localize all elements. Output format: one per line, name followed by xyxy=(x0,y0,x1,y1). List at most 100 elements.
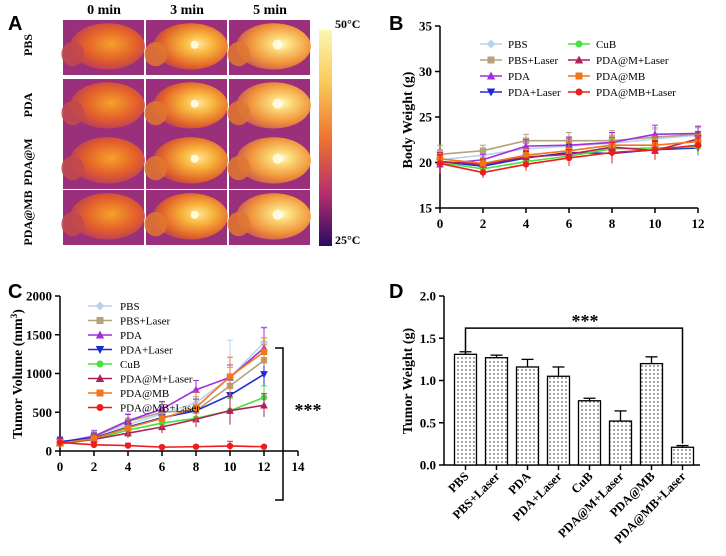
legend-label: CuB xyxy=(596,39,616,51)
series-pda-mb xyxy=(56,337,268,448)
legend-label: PDA xyxy=(508,71,530,83)
legend-entry-pbs: PBS xyxy=(88,301,140,313)
panel-a-label: A xyxy=(8,13,22,35)
legend-label: PDA xyxy=(120,330,142,342)
legend-entry-pda-plus-laser: PDA+Laser xyxy=(480,87,561,99)
mouse-body xyxy=(153,82,228,129)
mouse-head xyxy=(61,42,85,67)
legend-label: PDA@MB xyxy=(120,388,169,400)
colorbar-min-label: 25°C xyxy=(335,233,360,247)
mouse-head xyxy=(61,101,85,126)
x-tick-label: 6 xyxy=(566,216,573,231)
legend-marker xyxy=(487,56,495,64)
significance-bracket-c xyxy=(275,347,284,501)
time-label-3min: 3 min xyxy=(170,3,204,18)
x-tick-label: 0 xyxy=(437,216,444,231)
data-point xyxy=(479,160,487,167)
data-point xyxy=(479,147,487,154)
legend-marker xyxy=(96,317,104,324)
legend-label: PDA@MB+Laser xyxy=(120,403,200,415)
bar xyxy=(639,362,664,466)
data-point xyxy=(522,161,530,168)
y-tick-label: 0.5 xyxy=(420,415,437,430)
x-tick-label: 6 xyxy=(159,459,166,474)
legend-marker xyxy=(486,88,496,97)
legend-label: PDA@M+Laser xyxy=(120,374,193,386)
mouse-head xyxy=(61,156,85,181)
thermal-image-1-1 xyxy=(144,79,228,134)
data-point xyxy=(124,442,132,449)
mouse-head xyxy=(227,212,251,237)
data-point xyxy=(260,371,268,379)
data-point xyxy=(158,443,166,451)
mouse-body xyxy=(70,193,145,240)
hotspot xyxy=(272,153,283,164)
legend-entry-pbs-plus-laser: PBS+Laser xyxy=(88,316,171,328)
data-point xyxy=(226,442,234,450)
thermal-image-0-0 xyxy=(61,20,145,75)
data-point xyxy=(565,154,573,162)
thermal-image-0-1 xyxy=(144,20,228,75)
data-point xyxy=(226,406,234,414)
legend-marker xyxy=(96,360,104,368)
legend-label: PDA+Laser xyxy=(120,345,173,357)
x-tick-label: 10 xyxy=(224,459,237,474)
tumor-volume-series xyxy=(55,326,269,451)
body-weight-chart: B Body Weight (g) 15 20 25 30 35 0 2 4 6 8 10 12 PB… xyxy=(389,13,705,231)
legend-entry-pbs: PBS xyxy=(480,39,528,51)
bar xyxy=(577,400,602,466)
hotspot xyxy=(272,209,283,220)
legend-marker xyxy=(96,404,104,411)
legend-marker xyxy=(95,373,105,382)
body-weight-series xyxy=(435,124,703,178)
legend-label: PBS xyxy=(120,301,140,313)
y-tick-label: 1500 xyxy=(26,327,52,342)
data-point xyxy=(56,439,64,446)
x-tick-label: PBS xyxy=(446,469,472,495)
legend-entry-pda-mb: PDA@MB xyxy=(568,71,645,83)
y-tick-label: 1.0 xyxy=(420,373,436,388)
legend-marker xyxy=(575,88,583,96)
bar-group-cub: CuB xyxy=(569,397,602,496)
mouse-head xyxy=(227,42,251,67)
significance-stars-c: *** xyxy=(295,400,322,420)
hotspot xyxy=(272,39,283,50)
y-tick-label: 2000 xyxy=(26,289,52,304)
hotspot xyxy=(190,40,199,49)
x-tick-label: 0 xyxy=(57,459,64,474)
legend-marker xyxy=(574,55,584,64)
data-point xyxy=(694,142,702,149)
data-point xyxy=(260,443,268,450)
significance-stars-d: *** xyxy=(572,311,599,331)
legend-marker xyxy=(575,72,583,80)
y-axis-label-base: Tumor Volume (mm xyxy=(11,318,26,439)
legend-label: CuB xyxy=(120,359,140,371)
row-label-pda: PDA xyxy=(21,92,35,117)
tumor-weight-chart: D Tumor Weight (g) 0.00.51.01.52.0 PBSPB… xyxy=(389,281,700,546)
data-point xyxy=(522,152,530,159)
time-label-5min: 5 min xyxy=(253,3,287,18)
x-tick-label: CuB xyxy=(569,469,596,496)
thermal-image-3-0 xyxy=(61,190,145,245)
thermal-image-2-1 xyxy=(144,134,228,189)
legend-label: PDA@M+Laser xyxy=(596,55,669,67)
thermal-image-0-2 xyxy=(227,20,311,75)
legend-entry-pda-plus-laser: PDA+Laser xyxy=(88,345,173,357)
panel-d-label: D xyxy=(389,281,403,303)
thermal-image-2-2 xyxy=(227,134,311,189)
data-point xyxy=(90,441,98,448)
thermal-image-grid xyxy=(61,20,311,245)
legend-label: PBS+Laser xyxy=(120,316,171,328)
legend-label: PBS+Laser xyxy=(508,55,559,67)
data-point xyxy=(522,141,530,150)
thermal-image-3-2 xyxy=(227,190,311,245)
body-weight-legend: PBS PBS+Laser PDA PDA+Laser CuB PDA@M+Laser PD… xyxy=(480,39,676,99)
x-tick-label: 8 xyxy=(193,459,200,474)
data-point xyxy=(192,385,200,393)
bar xyxy=(484,357,509,466)
time-label-0min: 0 min xyxy=(87,3,121,18)
legend-entry-pda-m-plus-laser: PDA@M+Laser xyxy=(568,55,669,67)
y-tick-label: 1000 xyxy=(26,366,52,381)
row-label-pbs: PBS xyxy=(21,34,35,56)
